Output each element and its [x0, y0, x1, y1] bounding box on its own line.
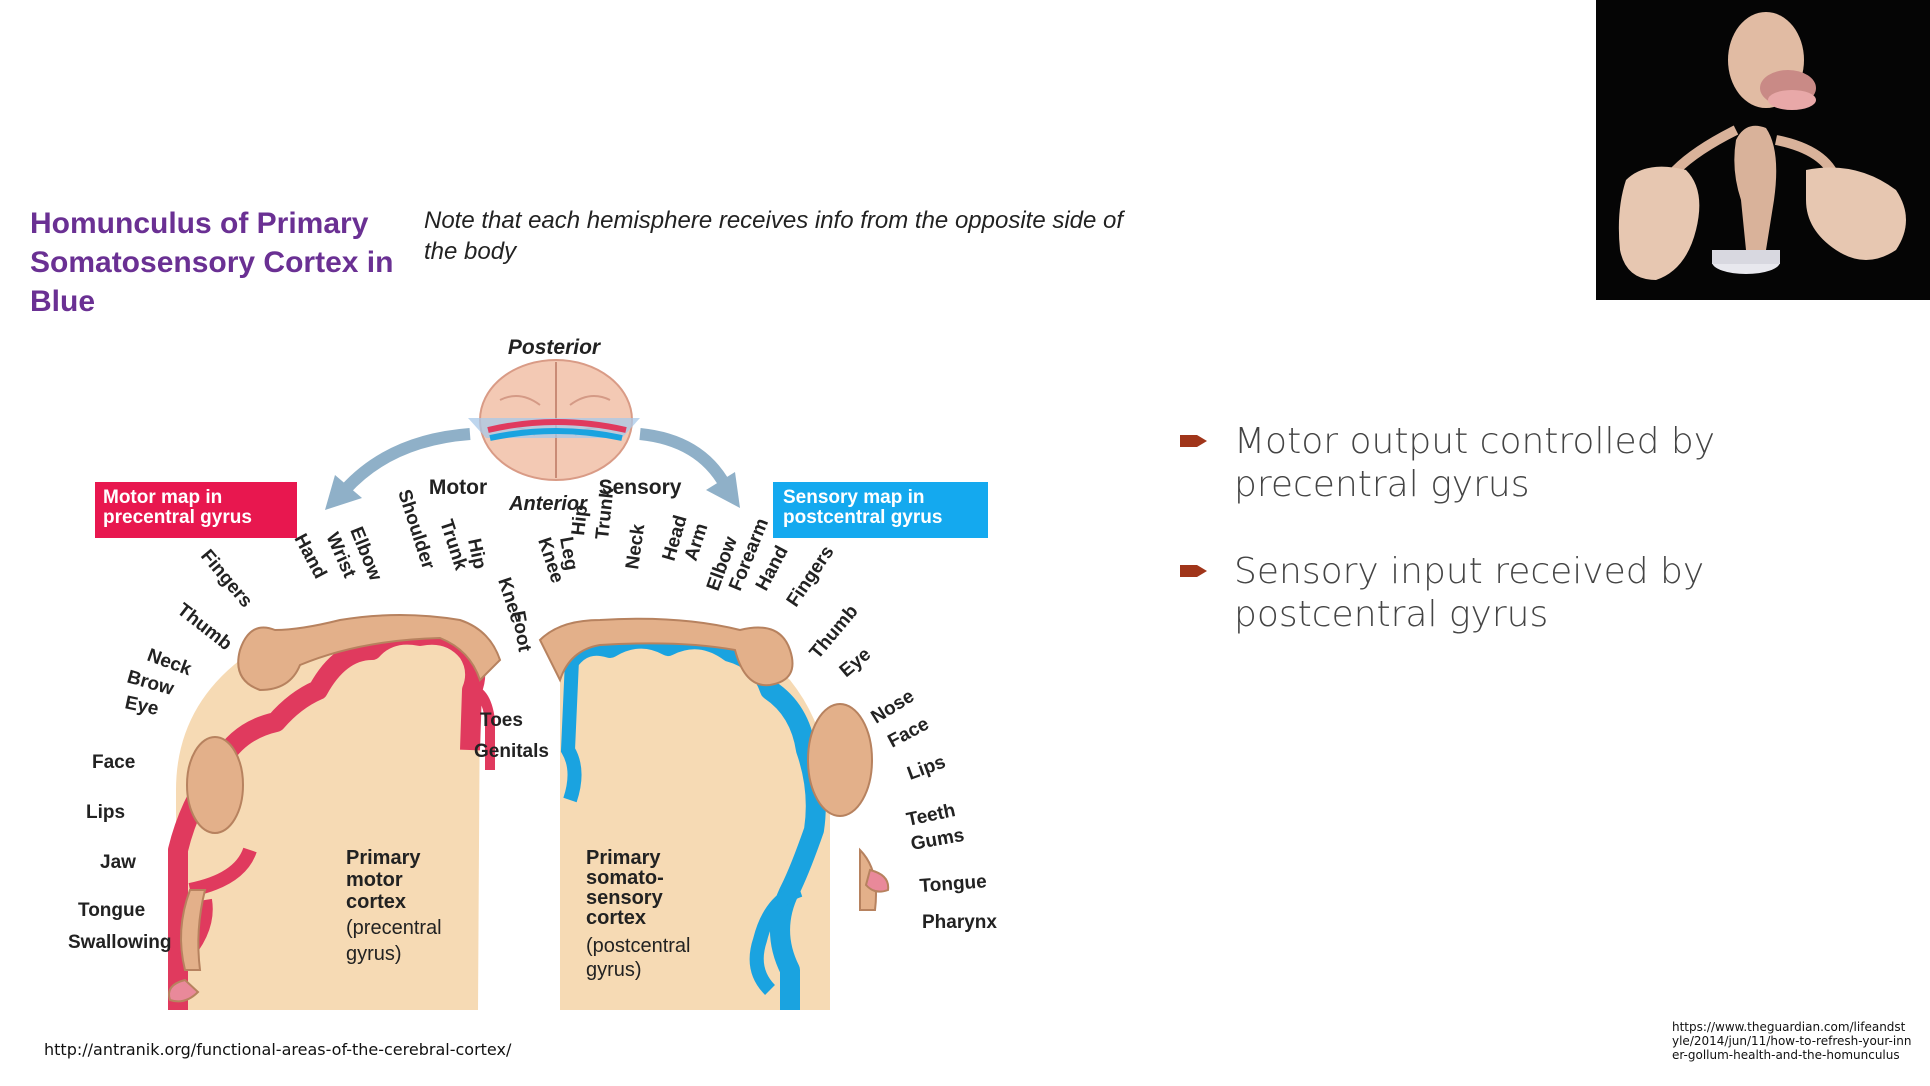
sensory-part-eye: Eye [836, 644, 875, 682]
motor-part-fingers: Fingers [196, 546, 256, 612]
sensory-arrowhead [706, 472, 740, 508]
motor-part-lips: Lips [86, 802, 125, 823]
brain-top-view [468, 359, 640, 481]
sensory-cortex-line1: Primary [586, 847, 661, 869]
motor-map-box [95, 482, 297, 538]
bullet-arrow-icon [1180, 565, 1207, 577]
sensory-arrow [639, 428, 731, 489]
sensory-part-neck: Neck [622, 522, 649, 570]
motor-cortex-line4: (precentral [346, 917, 442, 939]
motor-cortex-line2: motor [346, 869, 403, 891]
sensory-homunculus [538, 617, 890, 911]
sensory-cortex-line3: sensory [586, 887, 664, 909]
source-link-left[interactable]: http://antranik.org/functional-areas-of-… [44, 1040, 512, 1059]
motor-homunculus [168, 614, 502, 1003]
motor-map-line2: precentral gyrus [103, 507, 252, 528]
homunculus-sculpture-photo [1596, 0, 1930, 300]
sensory-part-gums: Gums [909, 825, 966, 855]
bullet-text-sensory: Sensory input received by postcentral gy… [1234, 551, 1705, 635]
motor-part-tongue: Tongue [78, 900, 145, 921]
motor-cortex-line1: Primary [346, 847, 421, 869]
sensory-cortex-line4: cortex [586, 907, 646, 929]
motor-cortex-line5: gyrus) [346, 943, 402, 965]
sensory-cortex-line5: (postcentral [586, 935, 691, 957]
motor-map-line1: Motor map in [103, 487, 222, 508]
motor-part-genitals: Genitals [474, 741, 549, 762]
sensory-part-lips: Lips [905, 752, 949, 785]
anterior-label: Anterior [508, 493, 588, 515]
sensory-part-tongue: Tongue [919, 871, 987, 897]
sculpture-image [1596, 0, 1930, 300]
motor-part-eye: Eye [123, 692, 160, 720]
posterior-label: Posterior [508, 336, 602, 359]
slide-title: Homunculus of Primary Somatosensory Cort… [30, 207, 394, 318]
homunculus-diagram: Posterior Anterior Motor Sensory Motor m… [68, 336, 997, 1010]
motor-arrow [340, 428, 471, 495]
motor-part-face: Face [92, 752, 135, 773]
sensory-map-box [773, 482, 988, 538]
motor-label: Motor [429, 476, 487, 499]
sensory-map-line2: postcentral gyrus [783, 507, 942, 528]
bullet-arrow-icon [1180, 435, 1207, 447]
motor-part-knee: Knee [493, 575, 527, 626]
sensory-part-trunk: Trunk [592, 486, 618, 540]
sensory-label: Sensory [599, 476, 682, 499]
bullet-text-motor: Motor output controlled by precentral gy… [1234, 421, 1716, 505]
sensory-part-hip: Hip [568, 504, 592, 537]
motor-part-thumb: Thumb [173, 599, 236, 655]
motor-cortex-line3: cortex [346, 891, 406, 913]
sensory-part-pharynx: Pharynx [922, 912, 997, 933]
motor-part-swallowing: Swallowing [68, 932, 171, 953]
source-link-right[interactable]: https://www.theguardian.com/lifeandstyle… [1672, 1020, 1912, 1062]
motor-part-shoulder: Shoulder [393, 487, 439, 572]
bullet-item: Motor output controlled by precentral gy… [1178, 420, 1738, 506]
bullet-list: Motor output controlled by precentral gy… [1178, 420, 1738, 680]
motor-part-jaw: Jaw [100, 852, 136, 873]
sensory-cortex-line6: gyrus) [586, 959, 642, 981]
hemisphere-note: Note that each hemisphere receives info … [424, 207, 1124, 265]
motor-arrowhead [325, 475, 362, 510]
sensory-cortex-line2: somato- [586, 867, 664, 889]
motor-part-toes: Toes [480, 710, 523, 731]
bullet-item: Sensory input received by postcentral gy… [1178, 550, 1738, 636]
sensory-map-line1: Sensory map in [783, 487, 925, 508]
